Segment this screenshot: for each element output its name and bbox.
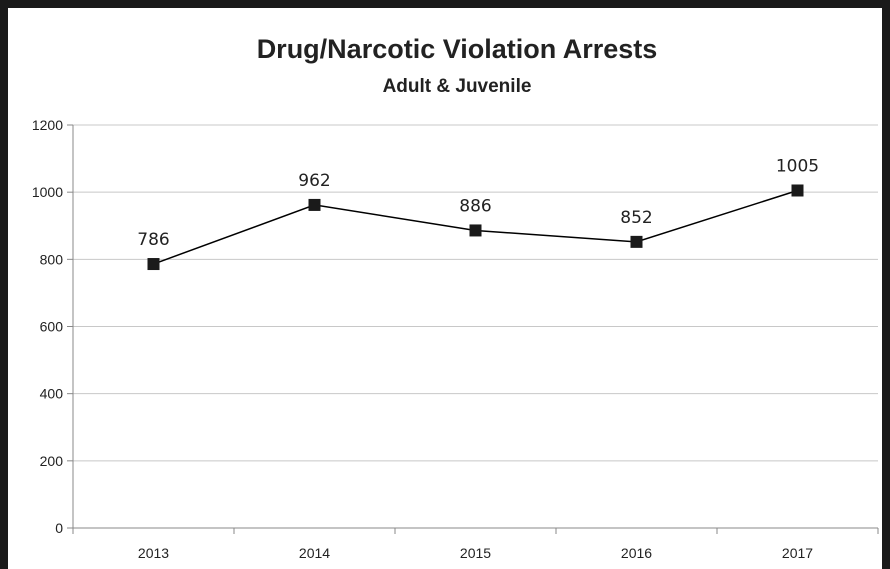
data-label: 886 xyxy=(459,196,491,216)
y-tick-label: 800 xyxy=(40,251,64,267)
chart-title: Drug/Narcotic Violation Arrests xyxy=(257,34,658,64)
axes xyxy=(67,124,879,534)
data-label: 786 xyxy=(137,230,169,250)
y-tick-label: 600 xyxy=(40,319,64,335)
data-label: 962 xyxy=(298,171,330,191)
x-tick-label: 2015 xyxy=(460,545,491,561)
data-point-marker xyxy=(791,184,804,197)
data-point-marker xyxy=(630,235,643,248)
data-point-marker xyxy=(308,198,321,211)
y-tick-label: 0 xyxy=(55,520,63,536)
data-label: 852 xyxy=(620,208,652,228)
x-tick-label: 2017 xyxy=(782,545,813,561)
y-tick-label: 400 xyxy=(40,386,64,402)
data-labels: 786 962 886 852 1005 xyxy=(137,156,819,250)
data-point-marker xyxy=(469,224,482,237)
x-tick-label: 2013 xyxy=(138,545,169,561)
gridlines xyxy=(73,124,878,462)
y-tick-label: 1200 xyxy=(32,117,63,133)
chart-subtitle: Adult & Juvenile xyxy=(383,76,532,97)
y-tick-labels: 0 200 400 600 800 1000 1200 xyxy=(32,117,63,536)
x-tick-label: 2016 xyxy=(621,545,652,561)
data-label: 1005 xyxy=(776,156,819,176)
y-tick-label: 200 xyxy=(40,453,64,469)
x-tick-labels: 2013 2014 2015 2016 2017 xyxy=(138,545,813,561)
series-markers xyxy=(147,184,804,271)
data-point-marker xyxy=(147,258,160,271)
x-tick-label: 2014 xyxy=(299,545,330,561)
y-tick-label: 1000 xyxy=(32,184,63,200)
